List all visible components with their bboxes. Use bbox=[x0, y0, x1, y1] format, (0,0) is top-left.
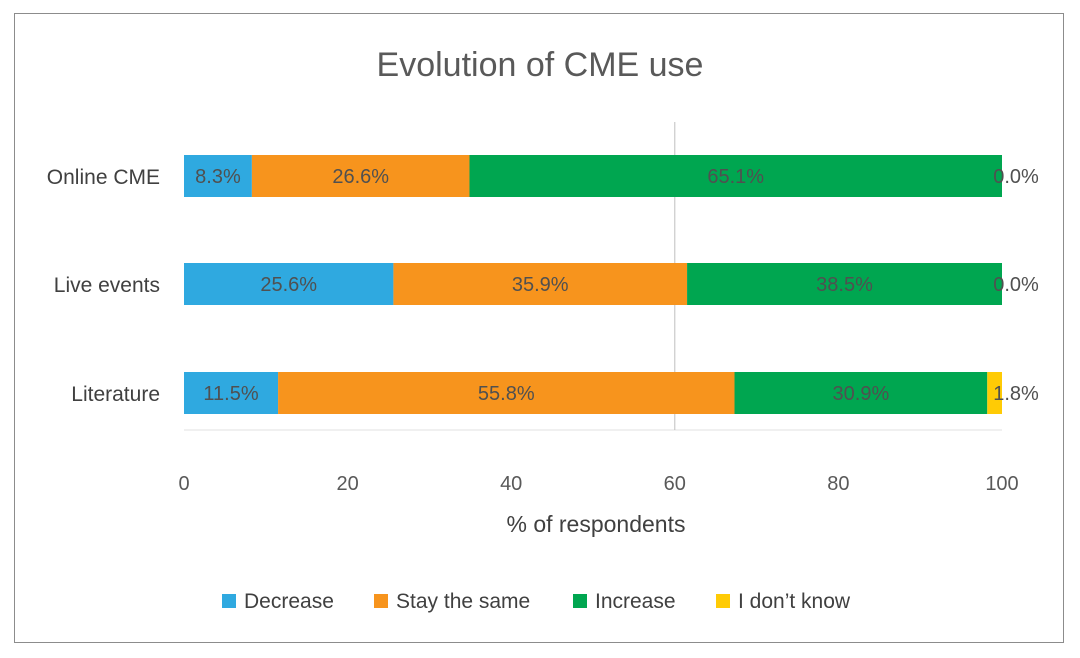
legend-swatch-decrease bbox=[222, 594, 236, 608]
chart-frame bbox=[14, 13, 1064, 643]
category-label-live-events: Live events bbox=[54, 274, 160, 297]
category-label-literature: Literature bbox=[71, 383, 160, 406]
bar-segment-online-cme-decrease bbox=[184, 155, 252, 197]
legend-label-stay-the-same: Stay the same bbox=[396, 590, 530, 613]
x-tick-label: 80 bbox=[827, 473, 849, 495]
legend-label-decrease: Decrease bbox=[244, 590, 334, 613]
data-label-literature-increase: 30.9% bbox=[833, 383, 890, 405]
data-label-literature-decrease: 11.5% bbox=[203, 383, 258, 405]
chart-title: Evolution of CME use bbox=[377, 46, 704, 84]
data-label-literature-stay-the-same: 55.8% bbox=[478, 383, 535, 405]
bar-segment-literature-stay-the-same bbox=[278, 372, 735, 414]
data-label-live-events-decrease: 25.6% bbox=[260, 274, 317, 296]
x-tick-label: 60 bbox=[664, 473, 686, 495]
data-label-live-events-increase: 38.5% bbox=[816, 274, 873, 296]
bar-segment-online-cme-increase bbox=[469, 155, 1002, 197]
x-tick-label: 100 bbox=[985, 473, 1018, 495]
bar-segment-live-events-stay-the-same bbox=[393, 263, 688, 305]
bar-segment-literature-increase bbox=[734, 372, 988, 414]
x-axis-title: % of respondents bbox=[506, 511, 685, 537]
bar-segment-live-events-increase bbox=[687, 263, 1002, 305]
bar-segment-live-events-decrease bbox=[184, 263, 394, 305]
x-tick-label: 20 bbox=[336, 473, 358, 495]
data-label-live-events-stay-the-same: 35.9% bbox=[512, 274, 569, 296]
x-tick-label: 0 bbox=[178, 473, 189, 495]
bar-segment-literature-i-don-t-know bbox=[987, 372, 1002, 414]
legend-swatch-stay-the-same bbox=[374, 594, 388, 608]
bar-segment-online-cme-stay-the-same bbox=[251, 155, 470, 197]
x-tick-label: 40 bbox=[500, 473, 522, 495]
data-label-online-cme-decrease: 8.3% bbox=[195, 166, 241, 188]
data-label-online-cme-i-don-t-know: 0.0% bbox=[993, 166, 1039, 188]
bar-segment-literature-decrease bbox=[184, 372, 279, 414]
category-label-online-cme: Online CME bbox=[47, 166, 160, 189]
legend-swatch-i-don-t-know bbox=[716, 594, 730, 608]
data-label-literature-i-don-t-know: 1.8% bbox=[993, 383, 1039, 405]
data-label-online-cme-stay-the-same: 26.6% bbox=[332, 166, 389, 188]
legend-swatch-increase bbox=[573, 594, 587, 608]
legend-label-increase: Increase bbox=[595, 590, 676, 613]
data-label-online-cme-increase: 65.1% bbox=[707, 166, 764, 188]
data-label-live-events-i-don-t-know: 0.0% bbox=[993, 274, 1039, 296]
legend-label-i-don-t-know: I don’t know bbox=[738, 590, 851, 613]
